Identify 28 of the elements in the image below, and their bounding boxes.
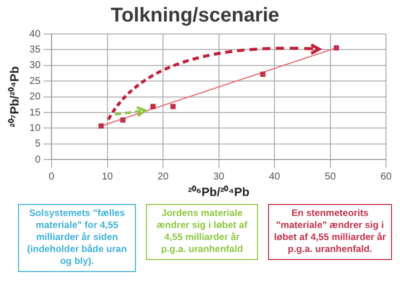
point: [120, 117, 126, 123]
text-box: Jordens materiale ændrer sig i løbet af 4,55 milliarder år p.g.a. uranhenfald: [146, 204, 258, 260]
y-axis-title: ²⁰⁷Pb/²⁰⁴Pb: [8, 66, 22, 128]
x-tick-label: 30: [213, 171, 225, 182]
y-tick-label: 15: [29, 107, 41, 118]
text-box: En stenmeteorits "materiale" ændrer sig i løbet af 4,55 milliarder år p.g.a. uranhenfald.: [268, 204, 392, 260]
x-tick-label: 60: [380, 171, 392, 182]
y-tick-label: 30: [29, 60, 41, 72]
chart-title: Tolkning/scenarie: [110, 4, 280, 27]
x-tick-label: 50: [324, 171, 336, 182]
y-tick-label: 40: [29, 28, 41, 40]
point: [150, 104, 156, 110]
y-tick-label: 0: [34, 154, 41, 166]
x-tick-label: 20: [157, 171, 170, 182]
point: [170, 104, 176, 110]
x-axis-title: ²⁰⁶Pb/²⁰⁴Pb: [188, 185, 250, 200]
y-tick-label: 10: [29, 122, 41, 134]
point: [98, 123, 104, 129]
x-tick-label: 40: [268, 171, 281, 182]
y-tick-label: 20: [29, 92, 41, 103]
point: [334, 45, 340, 50]
text-box: Solsystemets "fælles materiale" for 4,55 milliarder år siden (indeholder både uran og bly).: [18, 204, 136, 272]
y-tick-label: 5: [34, 138, 41, 150]
x-tick-label: 0: [48, 171, 55, 182]
y-tick-label: 25: [29, 76, 41, 87]
y-tick-label: 35: [29, 44, 41, 56]
x-tick-label: 10: [102, 171, 114, 182]
point: [260, 72, 266, 77]
